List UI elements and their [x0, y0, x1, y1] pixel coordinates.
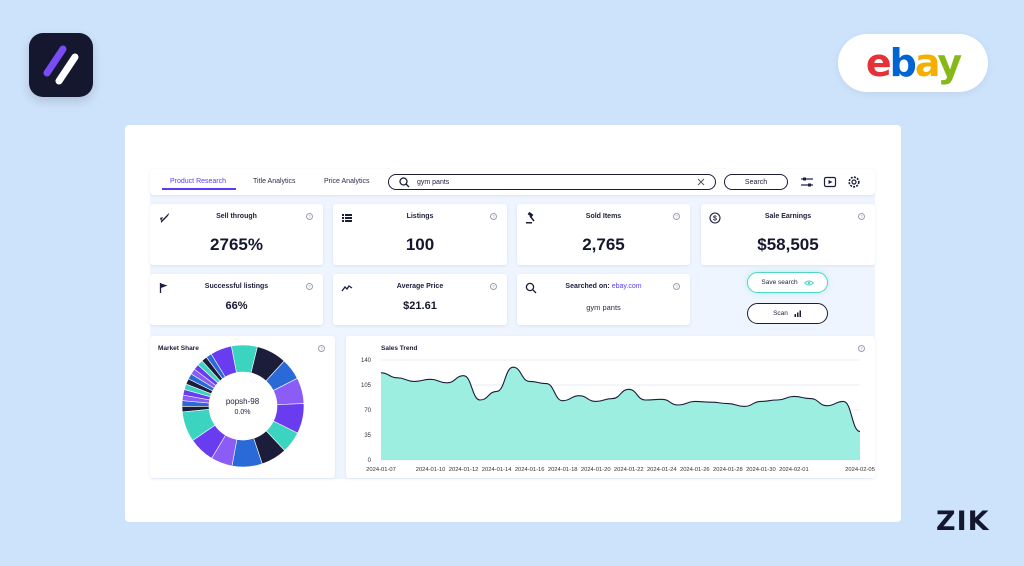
search-icon	[525, 282, 537, 294]
ebay-letter: y	[937, 41, 962, 85]
searched-on-label: Searched on:	[565, 283, 610, 290]
sell-through-title: Sell through	[216, 213, 257, 220]
sales-line	[380, 366, 861, 432]
clear-search-icon[interactable]	[697, 178, 705, 186]
y-tick-label: 140	[361, 358, 372, 364]
ebay-letter: a	[914, 41, 940, 85]
ebay-logo: ebay	[865, 41, 962, 85]
market-share-donut	[181, 344, 305, 468]
search-icon	[399, 177, 410, 188]
help-icon[interactable]: ?	[306, 213, 313, 220]
sale-earnings-title: Sale Earnings	[764, 213, 812, 220]
successful-listings-title: Successful listings	[204, 283, 269, 290]
y-tick-label: 105	[361, 383, 372, 389]
y-tick-label: 70	[364, 408, 371, 414]
market-share-title: Market Share	[158, 345, 199, 352]
toolbar: Product Research Title Analytics Price A…	[150, 169, 875, 195]
x-tick-label: 2024-01-26	[680, 467, 710, 473]
donut-center-label: popsh-98	[225, 397, 260, 406]
x-tick-label: 2024-01-14	[482, 467, 512, 473]
search-input[interactable]	[417, 177, 677, 187]
sold-items-card: Sold Items ? 2,765	[517, 204, 690, 265]
ebay-com-link[interactable]: ebay.com	[611, 283, 642, 290]
help-icon[interactable]: ?	[306, 283, 313, 290]
average-price-value: $21.61	[403, 300, 437, 312]
x-tick-label: 2024-01-24	[647, 467, 677, 473]
gavel-icon	[526, 212, 535, 224]
sales-trend-card: Sales Trend ? 0 35 70 105 140 2024-01-07 2024-…	[346, 336, 875, 478]
scan-button[interactable]: Scan	[747, 303, 828, 324]
sold-items-value: 2,765	[582, 235, 625, 254]
help-icon[interactable]: ?	[490, 213, 497, 220]
active-tab-indicator	[162, 188, 236, 190]
listings-value: 100	[405, 235, 435, 254]
trend-line-icon	[341, 285, 353, 292]
help-icon[interactable]: ?	[673, 283, 680, 290]
x-tick-label: 2024-01-28	[713, 467, 743, 473]
average-price-card: Average Price ? $21.61	[333, 274, 507, 325]
help-icon[interactable]: ?	[490, 283, 497, 290]
sell-through-value: 2765%	[210, 235, 263, 254]
flag-icon	[159, 283, 168, 293]
settings-gear-icon[interactable]	[847, 175, 861, 189]
tab-price-analytics[interactable]: Price Analytics	[324, 178, 370, 185]
sold-items-title: Sold Items	[585, 213, 622, 220]
sale-earnings-card: $ Sale Earnings ? $58,505	[701, 204, 875, 265]
market-share-card: Market Share ? popsh-98 0.0%	[150, 336, 335, 478]
sale-earnings-value: $58,505	[757, 235, 819, 254]
average-price-title: Average Price	[396, 283, 444, 290]
sell-through-card: Sell through ? 2765%	[150, 204, 323, 265]
help-icon[interactable]: ?	[858, 345, 865, 352]
save-search-button[interactable]: Save search	[747, 272, 828, 293]
x-tick-label: 2024-02-01	[779, 467, 809, 473]
donut-center-value: 0.0%	[234, 409, 251, 416]
x-tick-label: 2024-02-05	[845, 467, 875, 473]
svg-text:$: $	[713, 216, 717, 223]
y-tick-label: 0	[368, 458, 372, 464]
bars-icon	[794, 310, 801, 317]
listings-title: Listings	[406, 213, 434, 220]
help-icon[interactable]: ?	[318, 345, 325, 352]
listings-card: Listings ? 100	[333, 204, 507, 265]
search-button[interactable]: Search	[724, 174, 788, 190]
search-box	[388, 174, 716, 190]
ebay-letter: e	[865, 41, 892, 85]
searched-on-value: gym pants	[586, 303, 621, 312]
rocket-icon	[160, 213, 169, 223]
ebay-letter: b	[889, 41, 917, 85]
x-tick-label: 2024-01-30	[746, 467, 776, 473]
app-logo-icon	[43, 45, 79, 85]
eye-icon	[803, 280, 814, 285]
x-tick-label: 2024-01-16	[515, 467, 545, 473]
save-search-label: Save search	[761, 279, 798, 286]
tab-product-research[interactable]: Product Research	[170, 178, 227, 185]
zik-logo: ZIK	[936, 506, 990, 537]
dollar-icon: $	[709, 212, 721, 224]
help-icon[interactable]: ?	[673, 213, 680, 220]
app-logo	[29, 33, 93, 97]
successful-listings-value: 66%	[225, 300, 248, 312]
video-play-icon[interactable]	[823, 175, 837, 189]
x-tick-label: 2024-01-22	[614, 467, 644, 473]
tab-title-analytics[interactable]: Title Analytics	[253, 178, 296, 185]
searched-on-title: Searched on: ebay.com	[517, 283, 690, 290]
x-tick-label: 2024-01-20	[581, 467, 611, 473]
list-icon	[342, 214, 352, 222]
help-icon[interactable]: ?	[858, 213, 865, 220]
ebay-badge: ebay	[838, 34, 988, 92]
successful-listings-card: Successful listings ? 66%	[150, 274, 323, 325]
x-tick-label: 2024-01-12	[449, 467, 479, 473]
y-tick-label: 35	[364, 433, 371, 439]
filter-sliders-icon[interactable]	[800, 175, 814, 189]
sales-area	[381, 367, 860, 460]
x-tick-label: 2024-01-18	[548, 467, 578, 473]
scan-label: Scan	[773, 310, 788, 317]
donut-slice[interactable]	[205, 353, 226, 380]
x-tick-label: 2024-01-10	[416, 467, 446, 473]
sales-trend-title: Sales Trend	[381, 345, 418, 352]
searched-on-card: Searched on: ebay.com ? gym pants	[517, 274, 690, 325]
x-tick-label: 2024-01-07	[366, 467, 396, 473]
